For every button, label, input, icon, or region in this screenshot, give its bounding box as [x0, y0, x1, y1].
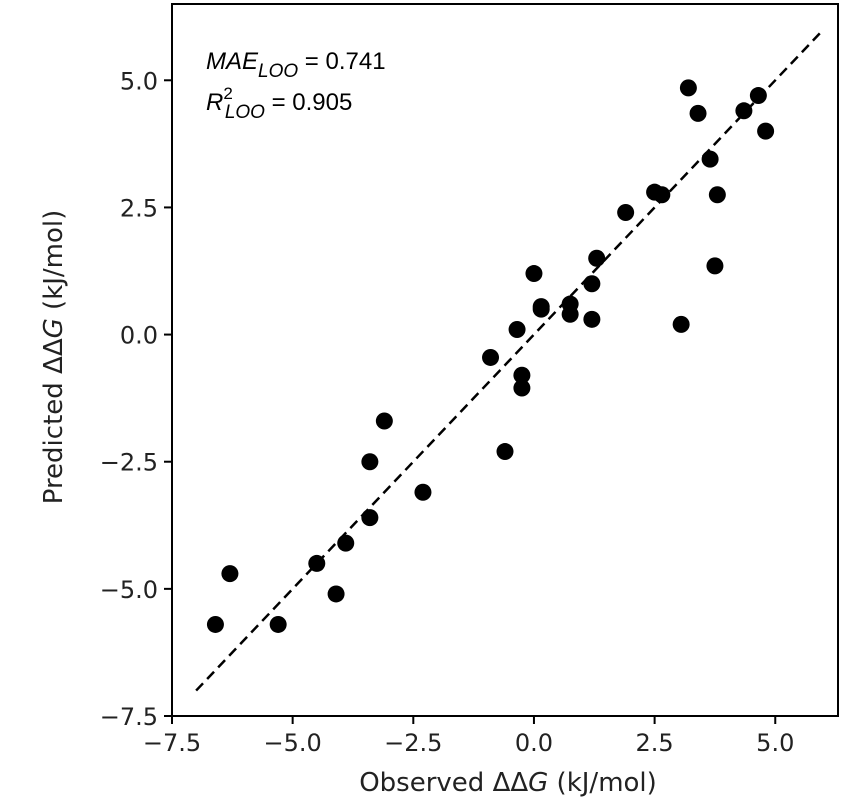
data-point-13 [508, 320, 526, 338]
y-tick-label-2: −5.0 [100, 576, 158, 604]
r2-annotation: R2 LOO = 0.905 [206, 84, 352, 123]
data-points [206, 79, 775, 633]
data-point-3 [269, 615, 287, 633]
data-point-26 [653, 186, 671, 204]
r2-value: = 0.905 [265, 89, 352, 116]
data-point-11 [482, 348, 500, 366]
r2-subscript: LOO [225, 102, 265, 123]
x-axis-label-variable: G [528, 768, 548, 798]
data-point-32 [708, 186, 726, 204]
y-axis-label-unit: (kJ/mol) [39, 210, 69, 319]
r2-symbol: R [206, 89, 223, 116]
x-tick-label-5: 2.5 [636, 729, 674, 757]
x-axis-label-symbol: ΔΔ [493, 768, 529, 798]
x-axis-label: Observed ΔΔG (kJ/mol) [359, 768, 657, 798]
data-point-21 [583, 275, 601, 293]
y-axis-label-prefix: Predicted [39, 374, 69, 504]
x-tick-label-2: −5.0 [264, 729, 322, 757]
data-point-16 [525, 265, 543, 283]
y-axis-label-variable: G [39, 318, 69, 338]
r2-superscript: 2 [223, 84, 232, 103]
data-point-4 [308, 554, 326, 572]
data-point-10 [414, 483, 432, 501]
mae-value: = 0.741 [298, 48, 385, 75]
data-point-24 [617, 204, 635, 222]
y-axis-label: Predicted ΔΔG (kJ/mol) [39, 210, 69, 505]
y-tick-label-6: 5.0 [120, 67, 158, 95]
data-point-30 [701, 150, 719, 168]
data-point-20 [561, 305, 579, 323]
y-axis-ticks: −7.5 −5.0 −2.5 0.0 2.5 5.0 [100, 67, 172, 731]
y-tick-label-1: −7.5 [100, 703, 158, 731]
data-point-8 [361, 453, 379, 471]
data-point-23 [588, 249, 606, 267]
x-tick-label-3: −2.5 [384, 729, 442, 757]
x-tick-label-1: −7.5 [143, 729, 201, 757]
mae-symbol: MAE [206, 48, 259, 75]
plot-frame [171, 3, 839, 717]
y-tick-label-5: 2.5 [120, 194, 158, 222]
data-point-5 [327, 585, 345, 603]
data-point-29 [689, 104, 707, 122]
data-point-2 [221, 565, 239, 583]
x-tick-label-4: 0.0 [515, 729, 553, 757]
data-point-14 [513, 366, 531, 384]
data-point-35 [757, 122, 775, 140]
mae-subscript: LOO [258, 61, 298, 82]
data-point-12 [496, 443, 514, 461]
x-axis-ticks: −7.5 −5.0 −2.5 0.0 2.5 5.0 [143, 716, 794, 757]
x-axis-label-unit: (kJ/mol) [548, 768, 657, 798]
data-point-6 [337, 534, 355, 552]
identity-reference-line [195, 28, 825, 692]
mae-annotation: MAELOO = 0.741 [206, 48, 386, 82]
data-point-9 [375, 412, 393, 430]
x-tick-label-6: 5.0 [756, 729, 794, 757]
data-point-33 [735, 102, 753, 120]
data-point-7 [361, 509, 379, 527]
data-point-15 [513, 379, 531, 397]
data-point-1 [206, 615, 224, 633]
data-point-22 [583, 310, 601, 328]
x-axis-label-prefix: Observed [359, 768, 492, 798]
data-point-34 [749, 87, 767, 105]
data-point-28 [679, 79, 697, 97]
data-point-27 [672, 315, 690, 333]
y-axis-label-symbol: ΔΔ [39, 338, 69, 374]
y-tick-label-4: 0.0 [120, 322, 158, 350]
data-point-31 [706, 257, 724, 275]
y-tick-label-3: −2.5 [100, 449, 158, 477]
data-point-18 [532, 300, 550, 318]
